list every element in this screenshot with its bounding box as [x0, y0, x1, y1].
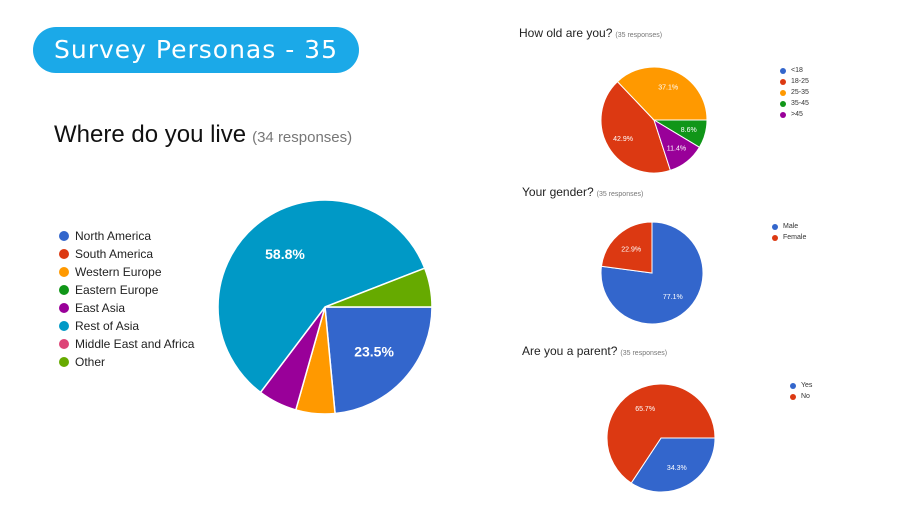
- legend-swatch: [59, 249, 69, 259]
- legend-swatch: [790, 393, 796, 400]
- pie-slice-female: [600, 221, 653, 274]
- legend-swatch: [59, 303, 69, 313]
- slice-label-yes: 34.3%: [667, 465, 687, 472]
- pie-slice-north-america: [324, 306, 433, 415]
- legend-item-south-america: South America: [59, 245, 194, 263]
- response-count: (35 responses): [596, 191, 644, 198]
- legend-label: No: [801, 393, 810, 400]
- pie-chart-gender: 77.1% 22.9%: [600, 221, 704, 325]
- legend-label: 35-45: [791, 100, 809, 107]
- legend-parent: Yes No: [790, 380, 812, 402]
- chart-title-text: Are you a parent?: [522, 344, 618, 358]
- legend-label: 25-35: [791, 89, 809, 96]
- legend-live: North America South America Western Europe…: [59, 227, 194, 371]
- slice-label-18-25: 42.9%: [613, 136, 633, 143]
- response-count: (35 responses): [620, 350, 668, 357]
- legend-item-yes: Yes: [790, 380, 812, 391]
- legend-item-18-25: 18-25: [780, 76, 809, 87]
- pie-slice-25-35: [616, 66, 708, 121]
- legend-item-25-35: 25-35: [780, 87, 809, 98]
- pie-chart-age: 42.9% 37.1% 8.6% 11.4%: [600, 66, 708, 174]
- legend-item-other: Other: [59, 353, 194, 371]
- chart-title-text: How old are you?: [519, 26, 613, 40]
- legend-label: 18-25: [791, 78, 809, 85]
- pie-slice-45: [653, 118, 701, 172]
- slice-label-45: 11.4%: [667, 146, 686, 153]
- pie-slice-other: [324, 267, 433, 308]
- legend-swatch: [790, 382, 796, 389]
- legend-swatch: [59, 321, 69, 331]
- pie-slice-male: [600, 221, 704, 325]
- legend-item-north-america: North America: [59, 227, 194, 245]
- slice-label-male: 77.1%: [663, 294, 683, 301]
- legend-item-rest-of-asia: Rest of Asia: [59, 317, 194, 335]
- response-count: (34 responses): [252, 129, 353, 146]
- legend-swatch: [59, 339, 69, 349]
- chart-title-live: Where do you live (34 responses): [54, 121, 352, 149]
- legend-item-no: No: [790, 391, 812, 402]
- legend-item-male: Male: [772, 221, 806, 232]
- legend-swatch: [780, 89, 786, 96]
- response-count: (35 responses): [615, 32, 663, 39]
- legend-item-western-europe: Western Europe: [59, 263, 194, 281]
- legend-swatch: [780, 78, 786, 85]
- legend-swatch: [780, 111, 786, 118]
- legend-swatch: [780, 67, 786, 74]
- legend-item-45: >45: [780, 109, 809, 120]
- slice-label-25-35: 37.1%: [658, 84, 678, 91]
- pie-slice-no: [606, 383, 716, 484]
- legend-label: Male: [783, 223, 799, 230]
- pie-slice-18-25: [600, 80, 672, 174]
- legend-item-middle-east-and-africa: Middle East and Africa: [59, 335, 194, 353]
- legend-label: >45: [791, 111, 803, 118]
- legend-label: Eastern Europe: [75, 283, 159, 297]
- legend-label: Female: [783, 234, 807, 241]
- slice-label-35-45: 8.6%: [681, 127, 697, 134]
- legend-label: <18: [791, 67, 803, 74]
- legend-label: Other: [75, 355, 106, 369]
- slice-label-north-america: 23.5%: [354, 344, 394, 360]
- legend-swatch: [772, 234, 778, 241]
- legend-label: North America: [75, 229, 152, 243]
- legend-label: Western Europe: [75, 265, 162, 279]
- legend-label: Rest of Asia: [75, 319, 140, 333]
- legend-label: South America: [75, 247, 154, 261]
- slice-label-rest-of-asia: 58.8%: [265, 246, 305, 262]
- legend-swatch: [772, 223, 778, 230]
- slice-label-no: 65.7%: [635, 406, 655, 413]
- legend-label: East Asia: [75, 301, 126, 315]
- pie-slice-rest-of-asia: [217, 199, 426, 394]
- legend-gender: Male Female: [772, 221, 806, 243]
- chart-title-parent: Are you a parent? (35 responses): [522, 344, 667, 358]
- legend-label: Middle East and Africa: [75, 337, 195, 351]
- legend-swatch: [59, 357, 69, 367]
- legend-item-east-asia: East Asia: [59, 299, 194, 317]
- legend-age: <18 18-25 25-35 35-45 >45: [780, 65, 809, 120]
- legend-item-female: Female: [772, 232, 806, 243]
- legend-item-eastern-europe: Eastern Europe: [59, 281, 194, 299]
- legend-swatch: [780, 100, 786, 107]
- chart-title-text: Your gender?: [522, 185, 594, 199]
- chart-title-text: Where do you live: [54, 121, 247, 148]
- chart-title-gender: Your gender? (35 responses): [522, 185, 643, 199]
- legend-swatch: [59, 285, 69, 295]
- survey-title-banner: Survey Personas - 35: [33, 27, 359, 73]
- pie-chart-parent: 34.3% 65.7%: [606, 383, 716, 493]
- pie-chart-live: 23.5% 58.8%: [217, 199, 433, 415]
- legend-item-35-45: 35-45: [780, 98, 809, 109]
- chart-title-age: How old are you? (35 responses): [519, 26, 662, 40]
- legend-swatch: [59, 267, 69, 277]
- slice-label-female: 22.9%: [621, 247, 641, 254]
- legend-label: Yes: [801, 382, 813, 389]
- legend-item-18: <18: [780, 65, 809, 76]
- legend-swatch: [59, 231, 69, 241]
